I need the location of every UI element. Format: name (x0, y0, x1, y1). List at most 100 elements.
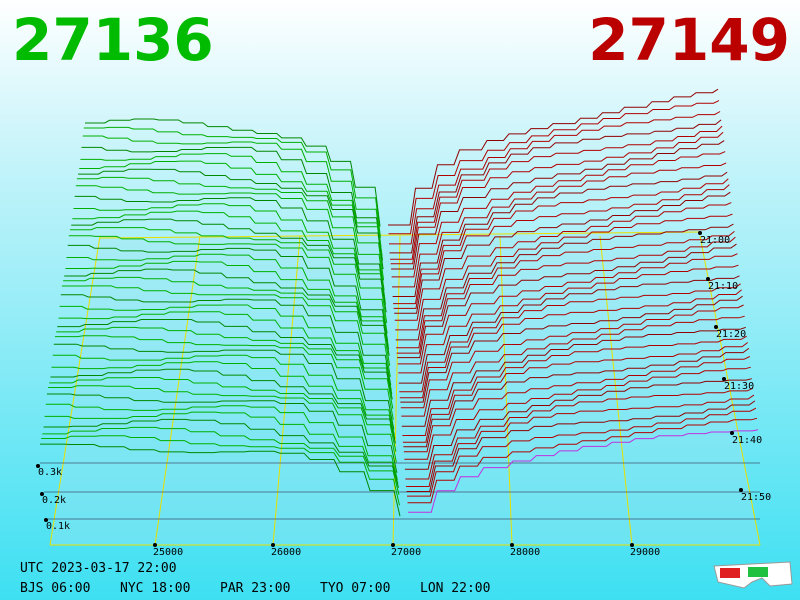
ask-depth-line (394, 191, 731, 314)
bid-depth-line (67, 244, 389, 342)
ask-depth-line (405, 394, 755, 487)
time-label: 21:50 (741, 492, 771, 503)
ask-depth-line (398, 275, 740, 384)
zone-time: LON 22:00 (420, 581, 490, 596)
price-label: 28000 (510, 547, 540, 558)
ask-depth-line (400, 304, 744, 409)
ask-depth-line (401, 326, 746, 427)
bid-depth-line (71, 218, 387, 313)
bid-depth-line (74, 195, 386, 297)
bid-depth-line (57, 319, 393, 400)
time-tick (706, 277, 710, 281)
ask-depth-line (396, 231, 735, 349)
bid-depth-line (68, 235, 388, 334)
ask-depth-line (389, 111, 721, 245)
floor-plane (50, 232, 760, 545)
ask-depth-line (389, 119, 722, 254)
bid-depth-line (75, 185, 385, 291)
ask-depth-line (406, 400, 756, 492)
ask-depth-line (393, 178, 729, 305)
bid-depth-line (82, 135, 382, 247)
axis-labels: 25000 26000 27000 28000 29000 0.1k 0.2k 0.3k 21:… (36, 231, 771, 558)
ask-depth-line (397, 243, 737, 359)
ask-depth-line (390, 131, 724, 265)
ask-depth-line (397, 253, 738, 365)
bid-depth-line (58, 311, 393, 395)
bid-depth-line (64, 268, 390, 356)
floor-grid (40, 231, 761, 546)
price-tick (153, 543, 157, 547)
ask-depth-line (398, 264, 739, 374)
bid-depth-line (51, 361, 396, 439)
bid-depth-line (65, 260, 390, 350)
time-tick (739, 488, 743, 492)
bid-depth-line (56, 326, 394, 409)
bid-depth-line (79, 160, 384, 261)
bid-depth-line (46, 393, 398, 473)
bid-depth-line (60, 294, 392, 386)
ask-depth-line (388, 88, 719, 226)
price-label: 27000 (391, 547, 421, 558)
ask-depth-line (407, 407, 757, 497)
ask-depth-line (407, 417, 758, 504)
bid-depth-line (61, 285, 391, 377)
ask-depth-line (399, 283, 741, 393)
bid-depth-line (72, 210, 387, 305)
bid-depth-line (48, 385, 397, 463)
ask-depth-line (402, 342, 749, 443)
time-tick (730, 431, 734, 435)
bid-depth-line (81, 146, 382, 253)
ask-depth-line (393, 184, 730, 309)
zone-time: PAR 23:00 (220, 581, 290, 596)
bid-depth-line (45, 403, 398, 480)
ask-depth-line (403, 347, 750, 448)
ask-depth-line (405, 387, 754, 480)
depth-label: 0.2k (42, 495, 66, 506)
ask-depth-line (401, 315, 745, 417)
ask-depth-line (395, 223, 734, 341)
price-grid-line (599, 235, 633, 546)
time-label: 21:20 (716, 329, 746, 340)
3d-glasses-icon (713, 561, 793, 589)
ask-depth-line (391, 140, 725, 270)
price-tick (630, 543, 634, 547)
bid-depth-line (55, 335, 394, 420)
depth-lines (40, 88, 759, 517)
price-grid-line (49, 235, 101, 546)
bid-depth-line (63, 276, 391, 366)
price-grid-line (499, 235, 513, 546)
bid-depth-line (43, 418, 399, 488)
price-grid-line (392, 235, 401, 546)
ask-depth-line (402, 335, 747, 436)
ask-depth-line (392, 171, 728, 297)
bid-depth-line (85, 118, 381, 227)
bid-depth-line (52, 354, 395, 436)
ask-depth-line (394, 202, 732, 321)
bid-depth-line (80, 153, 383, 256)
price-grid-line (154, 235, 201, 546)
depth-label: 0.3k (38, 467, 62, 478)
price-tick (510, 543, 514, 547)
price-label: 26000 (271, 547, 301, 558)
bid-depth-line (53, 343, 395, 430)
ask-price: 27149 (588, 6, 790, 74)
bid-depth-line (40, 443, 401, 517)
time-tick (722, 377, 726, 381)
depth-tick (40, 492, 44, 496)
price-label: 25000 (153, 547, 183, 558)
ask-depth-line (399, 289, 742, 399)
bid-price: 27136 (12, 6, 214, 74)
time-label: 21:10 (708, 281, 738, 292)
bid-depth-line (78, 168, 384, 270)
time-tick (714, 325, 718, 329)
ask-depth-line (404, 366, 751, 460)
ask-depth-line (404, 378, 752, 470)
time-label: 21:40 (732, 435, 762, 446)
bid-depth-line (73, 203, 386, 301)
ask-depth-line (390, 125, 723, 260)
bid-depth-line (76, 176, 385, 281)
time-label: 21:30 (724, 381, 754, 392)
ask-depth-line (408, 429, 759, 513)
bid-depth-line (50, 368, 396, 444)
